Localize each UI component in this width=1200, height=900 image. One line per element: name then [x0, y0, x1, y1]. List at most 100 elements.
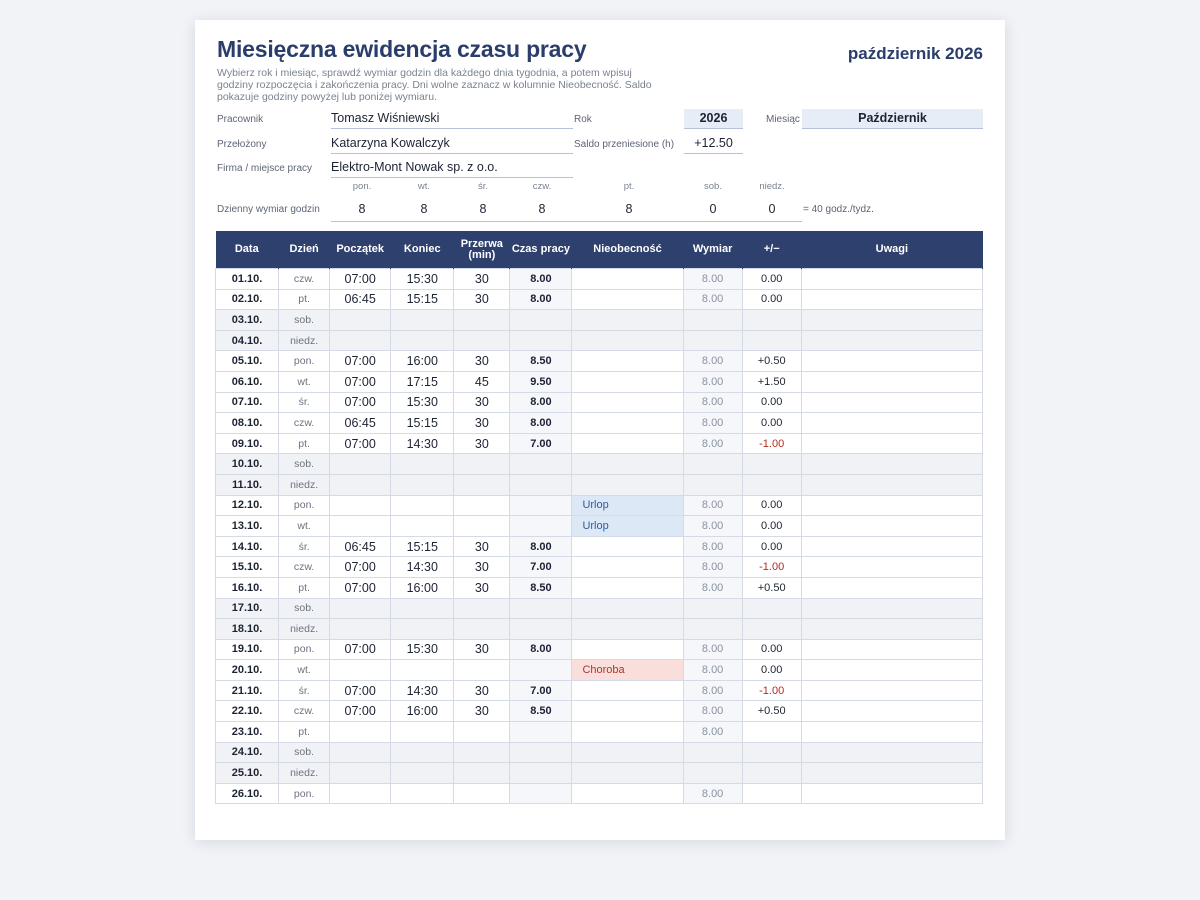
end-time-cell[interactable]: 15:15	[390, 412, 455, 434]
norm-value-sat[interactable]: 0	[709, 202, 717, 216]
end-time-cell[interactable]	[390, 329, 455, 352]
start-time-cell[interactable]: 07:00	[329, 350, 392, 372]
end-time-cell[interactable]	[390, 473, 455, 496]
start-time-cell[interactable]	[329, 329, 392, 352]
break-cell[interactable]: 30	[453, 288, 511, 311]
break-cell[interactable]	[453, 309, 511, 331]
notes-cell[interactable]	[800, 721, 984, 743]
absence-cell[interactable]	[571, 721, 684, 743]
absence-cell[interactable]	[571, 309, 684, 331]
notes-cell[interactable]	[800, 350, 984, 372]
supervisor-field[interactable]: Katarzyna Kowalczyk	[331, 134, 573, 154]
absence-cell[interactable]	[571, 556, 684, 578]
start-time-cell[interactable]: 06:45	[329, 535, 392, 558]
end-time-cell[interactable]: 15:30	[390, 391, 455, 414]
notes-cell[interactable]	[800, 741, 984, 764]
break-cell[interactable]: 30	[453, 268, 511, 290]
break-cell[interactable]	[453, 515, 511, 537]
absence-cell[interactable]	[571, 473, 684, 496]
notes-cell[interactable]	[800, 473, 984, 496]
absence-cell[interactable]	[571, 782, 684, 805]
absence-cell[interactable]	[571, 597, 684, 620]
notes-cell[interactable]	[800, 453, 984, 475]
absence-cell[interactable]: Urlop	[571, 515, 684, 537]
notes-cell[interactable]	[800, 309, 984, 331]
start-time-cell[interactable]	[329, 473, 392, 496]
notes-cell[interactable]	[800, 535, 984, 558]
break-cell[interactable]: 30	[453, 412, 511, 434]
break-cell[interactable]	[453, 741, 511, 764]
break-cell[interactable]: 30	[453, 638, 511, 661]
absence-cell[interactable]	[571, 288, 684, 311]
absence-cell[interactable]	[571, 329, 684, 352]
year-field[interactable]: 2026	[684, 109, 743, 129]
start-time-cell[interactable]	[329, 782, 392, 805]
end-time-cell[interactable]: 16:00	[390, 576, 455, 599]
break-cell[interactable]	[453, 494, 511, 517]
start-time-cell[interactable]: 07:00	[329, 679, 392, 702]
end-time-cell[interactable]	[390, 659, 455, 681]
notes-cell[interactable]	[800, 638, 984, 661]
start-time-cell[interactable]: 07:00	[329, 391, 392, 414]
break-cell[interactable]	[453, 329, 511, 352]
end-time-cell[interactable]	[390, 309, 455, 331]
notes-cell[interactable]	[800, 329, 984, 352]
absence-cell[interactable]	[571, 679, 684, 702]
end-time-cell[interactable]	[390, 494, 455, 517]
notes-cell[interactable]	[800, 556, 984, 578]
break-cell[interactable]: 30	[453, 679, 511, 702]
end-time-cell[interactable]	[390, 453, 455, 475]
notes-cell[interactable]	[800, 762, 984, 784]
absence-cell[interactable]	[571, 391, 684, 414]
break-cell[interactable]: 30	[453, 350, 511, 372]
notes-cell[interactable]	[800, 370, 984, 393]
absence-cell[interactable]	[571, 432, 684, 455]
start-time-cell[interactable]	[329, 494, 392, 517]
end-time-cell[interactable]: 14:30	[390, 679, 455, 702]
company-field[interactable]: Elektro-Mont Nowak sp. z o.o.	[331, 158, 573, 178]
notes-cell[interactable]	[800, 391, 984, 414]
break-cell[interactable]	[453, 762, 511, 784]
notes-cell[interactable]	[800, 432, 984, 455]
end-time-cell[interactable]: 16:00	[390, 700, 455, 723]
break-cell[interactable]	[453, 597, 511, 620]
end-time-cell[interactable]: 14:30	[390, 432, 455, 455]
start-time-cell[interactable]	[329, 515, 392, 537]
notes-cell[interactable]	[800, 288, 984, 311]
end-time-cell[interactable]: 16:00	[390, 350, 455, 372]
end-time-cell[interactable]	[390, 741, 455, 764]
start-time-cell[interactable]: 07:00	[329, 432, 392, 455]
break-cell[interactable]	[453, 659, 511, 681]
start-time-cell[interactable]	[329, 741, 392, 764]
start-time-cell[interactable]	[329, 597, 392, 620]
notes-cell[interactable]	[800, 597, 984, 620]
break-cell[interactable]: 30	[453, 576, 511, 599]
notes-cell[interactable]	[800, 412, 984, 434]
notes-cell[interactable]	[800, 618, 984, 640]
start-time-cell[interactable]	[329, 721, 392, 743]
start-time-cell[interactable]	[329, 762, 392, 784]
end-time-cell[interactable]: 14:30	[390, 556, 455, 578]
start-time-cell[interactable]: 07:00	[329, 556, 392, 578]
month-select[interactable]: Październik	[802, 109, 983, 129]
norm-value-sun[interactable]: 0	[768, 202, 776, 216]
start-time-cell[interactable]: 07:00	[329, 576, 392, 599]
absence-cell[interactable]	[571, 453, 684, 475]
absence-cell[interactable]	[571, 412, 684, 434]
notes-cell[interactable]	[800, 576, 984, 599]
absence-cell[interactable]	[571, 638, 684, 661]
start-time-cell[interactable]: 06:45	[329, 412, 392, 434]
end-time-cell[interactable]	[390, 597, 455, 620]
norm-value-thu[interactable]: 8	[538, 202, 546, 216]
absence-cell[interactable]	[571, 350, 684, 372]
break-cell[interactable]	[453, 618, 511, 640]
start-time-cell[interactable]: 07:00	[329, 638, 392, 661]
break-cell[interactable]	[453, 473, 511, 496]
notes-cell[interactable]	[800, 515, 984, 537]
end-time-cell[interactable]	[390, 762, 455, 784]
absence-cell[interactable]: Choroba	[571, 659, 684, 681]
start-time-cell[interactable]	[329, 309, 392, 331]
start-time-cell[interactable]	[329, 453, 392, 475]
break-cell[interactable]: 30	[453, 535, 511, 558]
absence-cell[interactable]	[571, 700, 684, 723]
